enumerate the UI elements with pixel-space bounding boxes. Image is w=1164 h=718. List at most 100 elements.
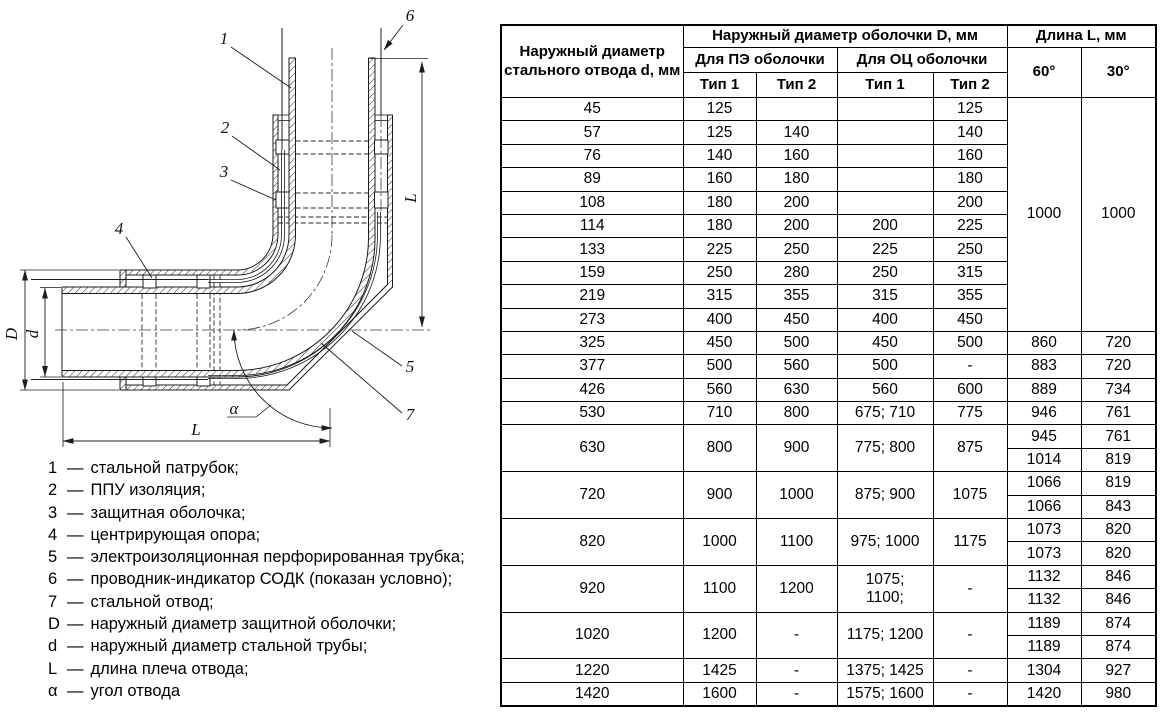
table-cell: 819 — [1080, 447, 1157, 473]
table-cell: 874 — [1080, 611, 1157, 636]
legend-item-text: проводник-индикатор СОДК (показан условн… — [90, 570, 453, 589]
table-cell: 600 — [932, 377, 1008, 403]
legend: 1 — стальной патрубок; 2 — ППУ изоляция; 3 — защ… — [48, 457, 465, 702]
legend-item-key: 3 — [48, 503, 58, 522]
legend-item-text: стальной отвод; — [90, 592, 214, 611]
legend-item-separator: — — [67, 481, 84, 500]
header-60deg: 60° — [1006, 47, 1082, 98]
legend-item-text: угол отвода — [90, 681, 181, 700]
table-cell: 400 — [682, 307, 757, 332]
end-seal — [119, 376, 127, 391]
table-row: 530 710 800 675; 710 775 946 761 — [500, 401, 1157, 426]
callouts: 1 2 3 4 5 6 7 — [115, 6, 416, 424]
table-cell: 946 — [1006, 401, 1082, 426]
table-cell: 927 — [1080, 658, 1157, 683]
table-cell — [836, 143, 934, 169]
casing-shell — [119, 114, 393, 391]
legend-item-key: d — [48, 637, 58, 656]
table-cell: 1000 — [1006, 97, 1082, 332]
table-cell: 200 — [755, 213, 838, 239]
header-oc-type2: Тип 2 — [932, 72, 1008, 98]
legend-item-text: наружный диаметр стальной трубы; — [90, 637, 368, 656]
dim-label-L-bottom: L — [190, 420, 200, 439]
table-row: 114 180 200 200 225 — [500, 213, 1156, 239]
table-cell: 1100 — [682, 564, 757, 613]
table-header: Наружный диаметр стального отвода d, мм … — [500, 24, 1157, 98]
legend-item-text: защитная оболочка; — [90, 503, 246, 522]
table-body: 45 125 125 1000 1000 57 125 140 140 76 140 160 160 89… — [500, 96, 1157, 707]
legend-item-separator: — — [67, 592, 84, 611]
legend-item: L — длина плеча отвода; — [48, 658, 465, 680]
legend-item-text: стальной патрубок; — [90, 459, 239, 477]
table-cell: 560 — [755, 354, 838, 379]
table-cell: 874 — [1080, 634, 1157, 660]
header-oc-shell: Для ОЦ оболочки — [836, 47, 1008, 73]
table-cell: 1425 — [682, 658, 757, 683]
table-cell: 76 — [500, 143, 684, 169]
legend-item: 3 — защитная оболочка; — [48, 502, 465, 524]
dim-label-alpha: α — [230, 399, 240, 418]
table-cell: 426 — [500, 377, 684, 403]
table-cell: 1420 — [1006, 681, 1082, 707]
table-cell: 1075 — [932, 471, 1008, 520]
table-row: 273 400 450 400 450 — [500, 307, 1156, 332]
table-row: 133 225 250 225 250 — [500, 237, 1156, 262]
dimensions-table-wrap: Наружный диаметр стального отвода d, мм … — [500, 24, 1158, 708]
table-cell: 1375; 1425 — [836, 658, 934, 683]
table-cell: 1189 — [1006, 611, 1082, 636]
callout-6-label: 6 — [406, 6, 415, 25]
table-cell: 180 — [755, 167, 838, 192]
table-cell: 761 — [1080, 401, 1157, 426]
table-cell: 1600 — [682, 681, 757, 707]
table-cell: 500 — [755, 330, 838, 356]
table-cell: 450 — [682, 330, 757, 356]
table-row: 630 800 900 775; 800 875 945 761 — [500, 424, 1157, 473]
table-cell: 1175 — [932, 518, 1008, 566]
table-cell: 160 — [682, 167, 757, 192]
legend-item-separator: — — [67, 659, 84, 678]
table-cell: 775 — [932, 401, 1008, 426]
table-row: 219 315 355 315 355 — [500, 284, 1156, 309]
table-cell: 1000 — [1080, 97, 1157, 332]
table-cell: 1420 — [500, 681, 684, 707]
table-cell: 775; 800 — [836, 424, 934, 473]
table-cell: 355 — [932, 284, 1008, 309]
table-cell: - — [755, 681, 838, 707]
table-row: 1220 1425-1375; 1425-1304 927 — [500, 658, 1157, 683]
table-cell: 500 — [932, 330, 1008, 356]
table-cell: 125 — [932, 96, 1008, 122]
table-cell: 250 — [755, 237, 838, 262]
callout-7-label: 7 — [406, 405, 416, 424]
table-cell: 710 — [682, 401, 757, 426]
table-cell: 800 — [682, 424, 757, 473]
table-cell: 250 — [932, 237, 1008, 262]
table-cell: 820 — [1080, 518, 1157, 543]
table-cell: 800 — [755, 401, 838, 426]
table-row: 325 450 500 450 500 860 720 — [500, 330, 1157, 356]
table-cell: - — [932, 354, 1008, 379]
table-cell — [836, 120, 934, 145]
table-row: 920 1100 1200 1075; 1100; -1132 846 — [500, 564, 1157, 613]
table-cell: 125 — [682, 96, 757, 122]
table-cell: 1000 — [755, 471, 838, 520]
steel-pipe — [61, 57, 376, 378]
legend-item-separator: — — [67, 681, 84, 700]
table-cell: 1075; 1100; — [836, 564, 934, 613]
table-cell: 159 — [500, 260, 684, 286]
table-cell: 450 — [836, 330, 934, 356]
table-cell: 530 — [500, 401, 684, 426]
table-cell: 819 — [1080, 471, 1157, 496]
dim-label-L-right: L — [401, 193, 420, 203]
legend-item-text: ППУ изоляция; — [90, 481, 206, 500]
table-cell — [836, 190, 934, 215]
table-cell: 560 — [836, 377, 934, 403]
table-cell: 114 — [500, 213, 684, 239]
callout-2-label: 2 — [221, 118, 230, 137]
table-cell: 720 — [1080, 330, 1157, 356]
table-cell: 900 — [755, 424, 838, 473]
header-pe-type1: Тип 1 — [682, 72, 757, 98]
table-cell: 980 — [1080, 681, 1157, 707]
table-cell: 180 — [682, 213, 757, 239]
table-cell: 1200 — [682, 611, 757, 660]
legend-item-key: D — [48, 615, 60, 634]
